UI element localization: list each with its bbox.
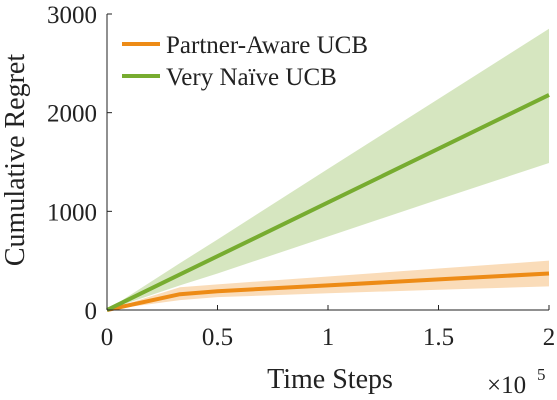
x-scale-base: ×10 [487,372,526,399]
series-line [106,93,550,312]
x-tick-label: 1 [322,324,335,351]
x-tick-label: 2 [543,324,556,351]
x-scale-exponent: 5 [537,365,546,384]
x-tick-label: 1.5 [423,324,454,351]
y-tick-label: 2000 [47,101,97,128]
y-tick-label: 0 [85,298,98,325]
legend-label: Very Naïve UCB [166,64,337,91]
x-tick-label: 0.5 [202,324,233,351]
y-axis-label: Cumulative Regret [0,54,31,267]
confidence-band [107,28,549,311]
legend-label: Partner-Aware UCB [166,32,368,59]
x-tick-label: 0 [101,324,114,351]
y-tick-label: 3000 [47,2,97,29]
y-tick-label: 1000 [47,199,97,226]
series-line [106,271,550,312]
x-axis-label: Time Steps [267,364,393,395]
